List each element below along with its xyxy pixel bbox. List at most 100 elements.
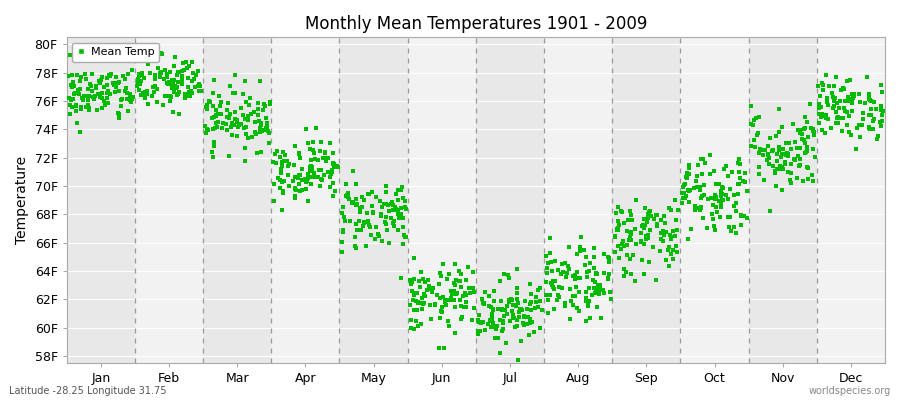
Point xyxy=(346,198,360,205)
Point xyxy=(597,290,611,296)
Point xyxy=(338,192,353,199)
Point xyxy=(399,234,413,240)
Point xyxy=(464,290,478,296)
Point xyxy=(559,274,573,280)
Point xyxy=(524,291,538,297)
Point xyxy=(226,90,240,96)
Point xyxy=(301,171,315,177)
Point xyxy=(259,120,274,126)
Point xyxy=(793,127,807,134)
Point xyxy=(662,232,677,238)
Point xyxy=(642,209,656,215)
Point xyxy=(130,77,145,84)
Point xyxy=(220,107,235,113)
Point xyxy=(688,178,703,185)
Point xyxy=(762,208,777,214)
Point xyxy=(424,316,438,322)
Title: Monthly Mean Temperatures 1901 - 2009: Monthly Mean Temperatures 1901 - 2009 xyxy=(305,15,647,33)
Point xyxy=(780,153,795,160)
Point xyxy=(140,51,155,57)
Point xyxy=(234,121,248,128)
Point xyxy=(748,143,762,150)
Point xyxy=(862,112,877,118)
Point xyxy=(214,111,229,117)
Point xyxy=(707,192,722,198)
Point xyxy=(81,102,95,108)
Point xyxy=(392,215,406,222)
Point xyxy=(327,161,341,168)
Point xyxy=(325,166,339,173)
Point xyxy=(458,304,473,311)
Point xyxy=(816,81,831,88)
Point xyxy=(165,80,179,86)
Point xyxy=(568,276,582,283)
Point xyxy=(445,291,459,297)
Point xyxy=(80,93,94,100)
Point xyxy=(305,138,320,145)
Point xyxy=(111,110,125,116)
Point xyxy=(706,168,721,174)
Point xyxy=(90,107,104,114)
Point xyxy=(831,114,845,121)
Point xyxy=(491,322,505,329)
Point xyxy=(270,148,284,154)
Point xyxy=(579,254,593,260)
Point xyxy=(847,93,861,99)
Point xyxy=(282,161,296,167)
Point xyxy=(415,300,429,307)
Point xyxy=(421,276,436,283)
Point xyxy=(433,315,447,322)
Point xyxy=(183,92,197,99)
Point xyxy=(249,150,264,156)
Point xyxy=(679,193,693,199)
Point xyxy=(493,350,508,357)
Point xyxy=(446,288,461,294)
Point xyxy=(299,186,313,192)
Point xyxy=(579,318,593,324)
Point xyxy=(564,298,579,304)
Point xyxy=(558,260,572,266)
Point xyxy=(623,228,637,235)
Point xyxy=(560,270,574,276)
Point xyxy=(378,218,392,225)
Point xyxy=(252,118,266,124)
Point xyxy=(314,176,328,182)
Point xyxy=(165,76,179,83)
Point xyxy=(258,124,273,131)
Point xyxy=(708,195,723,202)
Point xyxy=(96,83,111,90)
Point xyxy=(855,110,869,116)
Point xyxy=(721,196,735,202)
Point xyxy=(428,302,442,309)
Point xyxy=(800,143,814,150)
Point xyxy=(876,108,890,114)
Point xyxy=(636,216,651,222)
Point xyxy=(694,193,708,199)
Point xyxy=(348,234,363,240)
Point xyxy=(734,213,748,220)
Point xyxy=(491,306,505,312)
Point xyxy=(841,94,855,100)
Point xyxy=(547,286,562,292)
Point xyxy=(143,70,157,76)
Point xyxy=(255,128,269,134)
Point xyxy=(624,271,638,278)
Point xyxy=(531,304,545,310)
Point xyxy=(814,104,829,110)
Point xyxy=(819,72,833,79)
Point xyxy=(337,214,351,220)
Point xyxy=(806,146,821,152)
Point xyxy=(485,314,500,320)
Point xyxy=(444,295,458,301)
Point xyxy=(502,318,517,324)
Point xyxy=(73,128,87,135)
Point xyxy=(254,149,268,155)
Point xyxy=(729,230,743,236)
Point xyxy=(287,142,302,149)
Point xyxy=(365,189,380,195)
Point xyxy=(443,297,457,303)
Point xyxy=(668,196,682,203)
Point xyxy=(670,227,684,233)
Point xyxy=(481,321,495,327)
Point xyxy=(341,195,356,202)
